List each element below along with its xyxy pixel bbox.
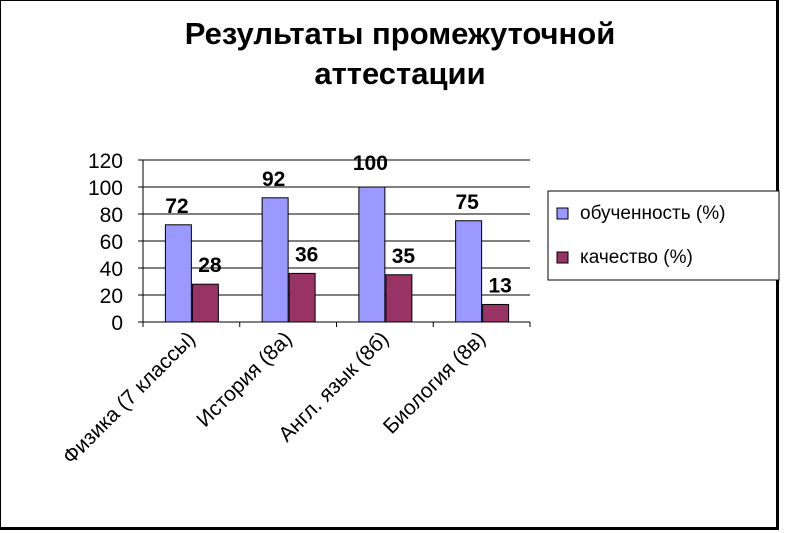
x-tick-labels: Физика (7 классы)История (8а)Англ. язык … <box>58 327 490 469</box>
x-tick-label: История (8а) <box>192 327 296 431</box>
y-tick-label: 40 <box>100 258 123 281</box>
bar-quality <box>191 283 219 323</box>
chart-title-line-1: Результаты промежуточной <box>184 16 616 51</box>
x-tick-label: Физика (7 классы) <box>58 327 200 469</box>
axes <box>138 159 531 327</box>
y-tick-label: 120 <box>88 150 123 173</box>
y-tick-label: 100 <box>88 177 123 200</box>
data-label: 36 <box>295 243 318 266</box>
data-label: 75 <box>455 191 479 214</box>
legend-swatch <box>556 251 569 264</box>
bar-quality <box>385 274 413 323</box>
y-tick-label: 0 <box>111 312 123 335</box>
y-tick-label: 60 <box>100 231 123 254</box>
bar-learning <box>164 224 192 323</box>
data-label: 35 <box>392 245 416 268</box>
chart-title: Результаты промежуточной аттестации <box>120 14 680 94</box>
bar-learning <box>358 186 386 323</box>
data-labels: 72 28 92 36 100 35 75 13 <box>165 152 512 297</box>
legend: обученность (%) качество (%) <box>547 190 780 281</box>
bar-learning <box>455 220 483 323</box>
data-label: 28 <box>198 254 222 277</box>
y-tick-labels: 0 20 40 60 80 100 120 <box>88 150 123 335</box>
legend-label: качество (%) <box>580 247 693 268</box>
bar-quality <box>482 303 510 323</box>
x-tick-label: Биология (8в) <box>379 327 490 438</box>
data-label: 100 <box>353 152 388 175</box>
chart-title-line-2: аттестации <box>314 56 486 91</box>
y-tick-label: 20 <box>100 285 123 308</box>
data-label: 92 <box>262 168 285 191</box>
y-tick-label: 80 <box>100 204 123 227</box>
legend-box <box>547 190 780 281</box>
legend-label: обученность (%) <box>580 203 725 224</box>
bar-quality <box>288 272 316 323</box>
bar-learning <box>261 197 289 323</box>
legend-swatch <box>556 207 569 220</box>
data-label: 72 <box>165 195 188 218</box>
data-label: 13 <box>488 274 511 297</box>
